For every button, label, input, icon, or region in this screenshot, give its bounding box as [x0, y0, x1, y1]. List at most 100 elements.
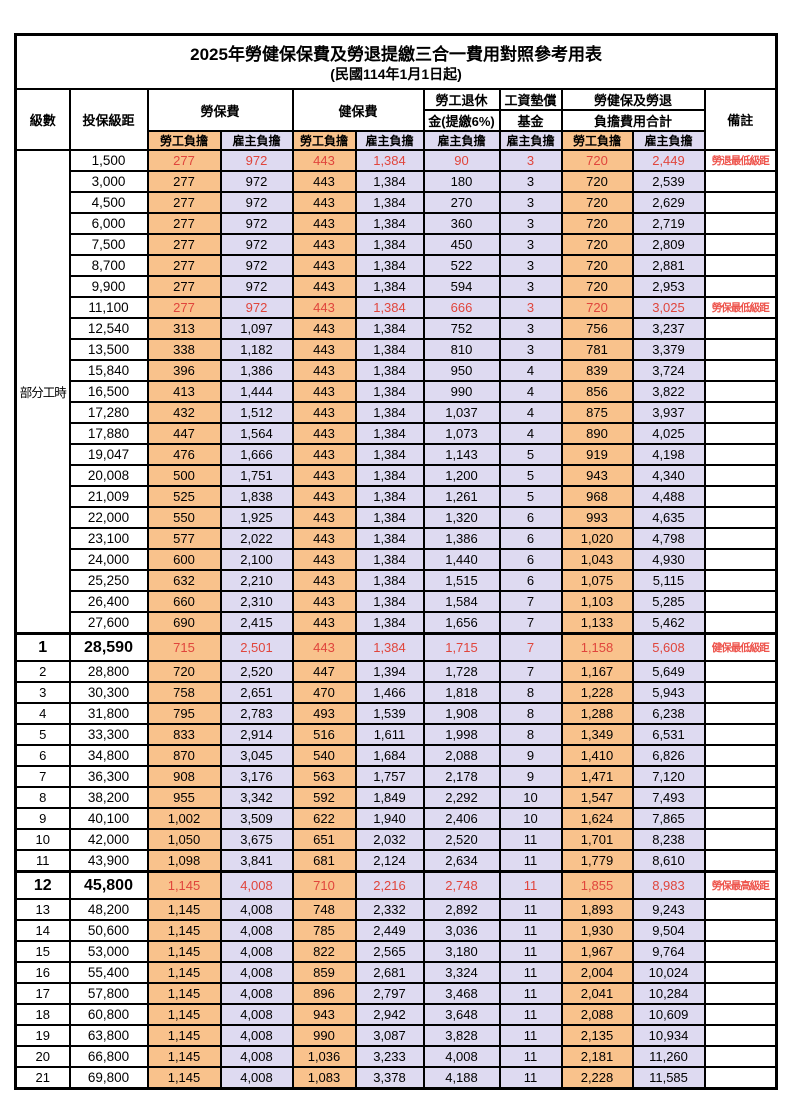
- value-cell: 1,849: [354, 786, 425, 809]
- value-cell: 5: [498, 464, 563, 487]
- value-cell: 1,930: [560, 919, 634, 942]
- value-cell: 443: [291, 527, 357, 550]
- value-cell: 1,384: [354, 170, 425, 193]
- remark-cell: [703, 401, 778, 424]
- remark-cell: 健保最低級距: [703, 632, 778, 662]
- bracket-cell: 34,800: [68, 744, 149, 767]
- value-cell: 622: [291, 807, 357, 830]
- value-cell: 1,158: [560, 632, 634, 662]
- table-row: 13 48,200 1,145 4,008 748 2,332 2,892 11 1,893 9,…: [14, 898, 778, 921]
- value-cell: 6,826: [631, 744, 706, 767]
- value-cell: 1,818: [422, 681, 501, 704]
- value-cell: 7: [498, 632, 563, 662]
- value-cell: 1,384: [354, 149, 425, 172]
- value-cell: 577: [146, 527, 222, 550]
- value-cell: 11: [498, 961, 563, 984]
- bracket-cell: 40,100: [68, 807, 149, 830]
- table-row: 27,600 690 2,415 443 1,384 1,656 7 1,133 5,462: [16, 611, 778, 635]
- value-cell: 3: [498, 149, 563, 172]
- value-cell: 660: [146, 590, 222, 613]
- page-title: 2025年勞健保保費及勞退提繳三合一費用對照參考用表: [190, 44, 602, 64]
- remark-cell: [703, 254, 778, 277]
- bracket-cell: 36,300: [68, 765, 149, 788]
- value-cell: 313: [146, 317, 222, 340]
- value-cell: 11: [498, 828, 563, 851]
- value-cell: 4,008: [219, 1066, 294, 1090]
- value-cell: 1,261: [422, 485, 501, 508]
- table-row: 19 63,800 1,145 4,008 990 3,087 3,828 11 2,135 10…: [14, 1024, 778, 1047]
- remark-cell: [703, 1024, 778, 1047]
- value-cell: 1,444: [219, 380, 294, 403]
- value-cell: 443: [291, 149, 357, 172]
- value-cell: 1,182: [219, 338, 294, 361]
- value-cell: 10,609: [631, 1003, 706, 1026]
- value-cell: 1,228: [560, 681, 634, 704]
- bracket-cell: 17,280: [68, 401, 149, 424]
- remark-cell: [703, 191, 778, 214]
- value-cell: 1,440: [422, 548, 501, 571]
- value-cell: 522: [422, 254, 501, 277]
- value-cell: 1,384: [354, 296, 425, 319]
- bracket-cell: 19,047: [68, 443, 149, 466]
- value-cell: 443: [291, 338, 357, 361]
- remark-cell: [703, 961, 778, 984]
- value-cell: 277: [146, 212, 222, 235]
- value-cell: 1,410: [560, 744, 634, 767]
- value-cell: 3,180: [422, 940, 501, 963]
- value-cell: 2,629: [631, 191, 706, 214]
- value-cell: 432: [146, 401, 222, 424]
- value-cell: 1,701: [560, 828, 634, 851]
- value-cell: 3: [498, 275, 563, 298]
- value-cell: 908: [146, 765, 222, 788]
- bracket-cell: 30,300: [68, 681, 149, 704]
- value-cell: 1,386: [219, 359, 294, 382]
- remark-cell: [703, 681, 778, 704]
- table-row: 24,000 600 2,100 443 1,384 1,440 6 1,043 4,930: [16, 548, 778, 571]
- value-cell: 277: [146, 275, 222, 298]
- value-cell: 1,073: [422, 422, 501, 445]
- value-cell: 651: [291, 828, 357, 851]
- value-cell: 4: [498, 359, 563, 382]
- remark-cell: [703, 940, 778, 963]
- value-cell: 3: [498, 170, 563, 193]
- value-cell: 2,881: [631, 254, 706, 277]
- table-row: 4,500 277 972 443 1,384 270 3 720 2,629: [16, 191, 778, 214]
- level-cell: 16: [14, 961, 71, 984]
- table-row: 3,000 277 972 443 1,384 180 3 720 2,539: [16, 170, 778, 193]
- table-row: 9,900 277 972 443 1,384 594 3 720 2,953: [16, 275, 778, 298]
- value-cell: 443: [291, 191, 357, 214]
- value-cell: 1,133: [560, 611, 634, 635]
- table-row: 部分工時 1,500 277 972 443 1,384 90 3 720 2,449 勞退最低級距: [14, 149, 778, 635]
- table-row: 8,700 277 972 443 1,384 522 3 720 2,881: [16, 254, 778, 277]
- remark-cell: [703, 359, 778, 382]
- bracket-cell: 48,200: [68, 898, 149, 921]
- value-cell: 1,384: [354, 317, 425, 340]
- value-cell: 875: [560, 401, 634, 424]
- value-cell: 10,934: [631, 1024, 706, 1047]
- remark-cell: [703, 898, 778, 921]
- bracket-cell: 12,540: [68, 317, 149, 340]
- value-cell: 10,024: [631, 961, 706, 984]
- value-cell: 443: [291, 443, 357, 466]
- value-cell: 2,520: [422, 828, 501, 851]
- level-cell: 17: [14, 982, 71, 1005]
- value-cell: 525: [146, 485, 222, 508]
- remark-cell: [703, 422, 778, 445]
- value-cell: 2,651: [219, 681, 294, 704]
- value-cell: 540: [291, 744, 357, 767]
- value-cell: 277: [146, 254, 222, 277]
- remark-cell: [703, 919, 778, 942]
- value-cell: 2,135: [560, 1024, 634, 1047]
- value-cell: 1,386: [422, 527, 501, 550]
- value-cell: 632: [146, 569, 222, 592]
- value-cell: 2,178: [422, 765, 501, 788]
- page: 2025年勞健保保費及勞退提繳三合一費用對照參考用表 (民國114年1月1日起)…: [14, 33, 779, 1090]
- value-cell: 443: [291, 611, 357, 635]
- header-total-line2: 負擔費用合計: [560, 109, 706, 132]
- remark-cell: [703, 590, 778, 613]
- value-cell: 1,083: [291, 1066, 357, 1090]
- value-cell: 7,865: [631, 807, 706, 830]
- value-cell: 710: [291, 870, 357, 900]
- value-cell: 11: [498, 940, 563, 963]
- value-cell: 277: [146, 149, 222, 172]
